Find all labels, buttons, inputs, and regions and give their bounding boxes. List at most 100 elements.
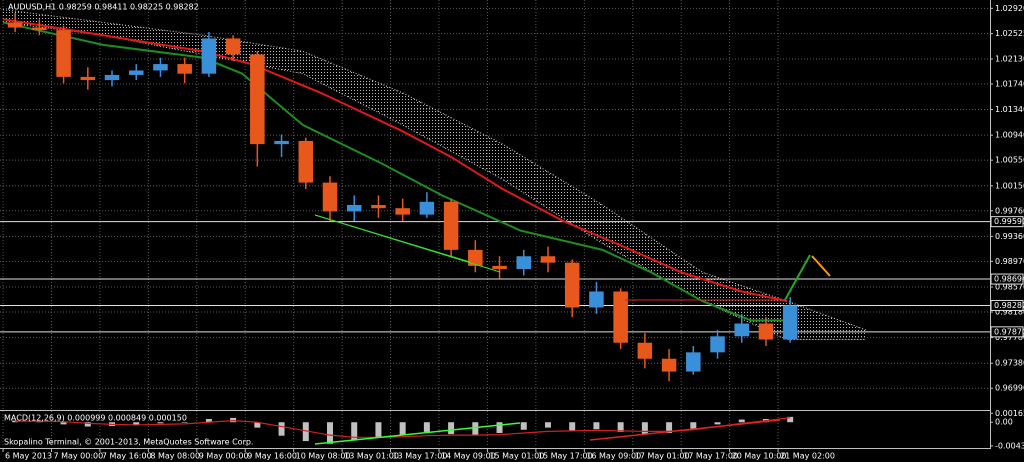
candle-body [104, 74, 120, 81]
candle-body [201, 38, 217, 74]
macd-label: MACD(12,26,9) 0.000999 0.000849 0.000150 [4, 414, 187, 423]
candle-body [782, 305, 798, 340]
macd-y-tick-label: 0.00 [995, 418, 1013, 427]
candle-body [661, 358, 677, 372]
macd-bar [60, 422, 67, 425]
x-tick-label: 9 May 00:00 [199, 452, 249, 461]
macd-bar [496, 422, 503, 433]
macd-bar [520, 422, 527, 430]
candle-body [516, 256, 532, 270]
y-tick-label: 1.02920 [995, 4, 1024, 13]
candle-body [589, 291, 604, 308]
candle-body [710, 336, 725, 353]
chart-title: AUDUSD,H1 0.98259 0.98411 0.98225 0.9828… [8, 3, 199, 12]
candle-body [225, 38, 241, 55]
candle-body [153, 64, 168, 71]
macd-bar [375, 422, 382, 438]
x-tick-label: 10 May 08:00 [296, 452, 351, 461]
macd-bar [302, 422, 309, 442]
macd-bar [157, 422, 164, 424]
macd-bar [641, 422, 648, 435]
macd-signal [15, 417, 791, 438]
macd-bar [617, 422, 624, 432]
x-tick-label: 15 May 17:00 [538, 452, 593, 461]
grid-layer [0, 0, 990, 447]
x-tick-label: 9 May 16:00 [247, 452, 297, 461]
macd-bar [327, 422, 333, 444]
candle-body [395, 208, 410, 215]
y-tick-label: 1.02525 [995, 29, 1024, 38]
macd-bar [448, 422, 455, 435]
y-tick-label: 1.01340 [995, 105, 1024, 114]
candle-body [322, 182, 338, 212]
macd-bar [205, 419, 212, 423]
candle-body [758, 323, 774, 340]
level-label-box [990, 326, 1024, 338]
macd-bar [181, 422, 188, 423]
cloud-fill [3, 9, 866, 340]
x-tick-label: 13 May 01:00 [344, 452, 399, 461]
candle-body [274, 140, 289, 145]
macd-bar [787, 416, 794, 423]
x-tick-label: 20 May 10:00 [732, 452, 787, 461]
macd-bar [472, 422, 479, 436]
macd-trend-line [589, 419, 781, 441]
candle-body [177, 64, 192, 74]
macd-bar [84, 422, 91, 427]
y-tick-label: 1.02130 [995, 54, 1024, 63]
x-tick-label: 15 May 01:00 [489, 452, 544, 461]
macd-bar [254, 422, 261, 428]
candle-body [250, 54, 265, 145]
candle-body [128, 70, 144, 75]
level-label-box [990, 273, 1024, 285]
level-label: 0.98694 [994, 275, 1024, 284]
macd-bar [278, 422, 285, 436]
y-tick-label: 1.01740 [995, 79, 1024, 88]
candle-body [346, 205, 362, 212]
forecast-arrow [784, 254, 811, 301]
macd-bar [714, 422, 721, 425]
x-tick-label: 21 May 02:00 [780, 452, 835, 461]
y-tick-label: 1.00150 [995, 181, 1024, 190]
level-label: 0.97870 [994, 327, 1024, 336]
macd-bar [569, 422, 576, 431]
forecast-arrow [811, 255, 831, 277]
candle-body [468, 249, 483, 266]
cloud-lower [2, 21, 866, 341]
y-tick-label: 1.00550 [995, 156, 1024, 165]
macd-trend-line [314, 422, 521, 445]
macd-bar [544, 422, 551, 428]
candle-body [298, 140, 314, 183]
candle-body [686, 352, 701, 372]
candle-body [613, 291, 628, 343]
level-label: 0.98282 [994, 301, 1024, 310]
candle-body [56, 30, 71, 77]
macd-bar [423, 422, 430, 432]
level-label-box [990, 299, 1024, 311]
macd-y-tick-label: -0.004397 [995, 441, 1024, 450]
macd-bar [133, 422, 140, 425]
candle-body [7, 22, 23, 28]
level-label-box [990, 216, 1024, 228]
macd-bar [399, 422, 406, 436]
label-layer: 1.02920 1.02525 1.02130 1.01740 1.01340 1.009… [2, 4, 1024, 461]
candle-body [637, 342, 653, 359]
macd-y-tick-label: 0.001658 [995, 409, 1024, 418]
x-tick-label: 7 May 00:00 [53, 452, 103, 461]
x-tick-label: 17 May 17:00 [683, 452, 738, 461]
y-tick-label: 1.00940 [995, 131, 1024, 140]
candle-body [540, 256, 556, 263]
footer: Skopalino Terminal, © 2001-2013, MetaQuo… [4, 438, 253, 447]
candle-body [443, 201, 459, 250]
x-tick-label: 16 May 09:00 [586, 452, 641, 461]
candle-body [80, 76, 96, 81]
